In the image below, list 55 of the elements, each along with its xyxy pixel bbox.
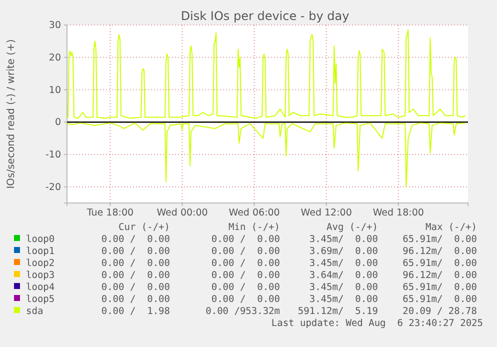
text: Cur (-/+): [118, 222, 170, 233]
text: 0.00 / 0.00: [211, 282, 280, 293]
x-tick-label: Wed 06:00: [228, 208, 280, 219]
text: 0.00 / 0.00: [211, 270, 280, 281]
text: 3.45m/ 0.00: [309, 258, 378, 269]
legend-label: loop0: [26, 234, 55, 245]
x-tick-label: Wed 00:00: [156, 208, 208, 219]
y-tick-label: 10: [48, 84, 61, 96]
x-tick-label: Wed 12:00: [300, 208, 352, 219]
text: 96.12m/ 0.00: [402, 270, 478, 281]
text: 0.00 / 0.00: [101, 282, 170, 293]
text: 3.64m/ 0.00: [309, 270, 378, 281]
legend-label: loop4: [26, 282, 55, 293]
text: 0.00 / 0.00: [211, 234, 280, 245]
y-tick-label: 0: [54, 117, 61, 128]
text: Min (-/+): [228, 222, 280, 233]
text: 0.00 / 1.98: [101, 306, 170, 317]
text: 3.69m/ 0.00: [309, 246, 378, 257]
y-tick-label: 30: [48, 20, 61, 32]
text: 3.45m/ 0.00: [309, 294, 378, 305]
y-tick-label: 20: [48, 52, 61, 64]
text: 0.00 / 0.00: [211, 258, 280, 269]
text: 20.09 / 28.78: [402, 306, 478, 317]
text: 65.91m/ 0.00: [402, 258, 478, 269]
text: Max (-/+): [426, 222, 477, 233]
text: 65.91m/ 0.00: [402, 282, 478, 293]
y-axis-title: IOs/second read (-) / write (+): [6, 39, 17, 189]
text: 0.00 / 0.00: [101, 258, 170, 269]
text: 96.12m/ 0.00: [402, 246, 478, 257]
legend-label: loop5: [26, 294, 55, 305]
legend-label: loop2: [26, 258, 55, 269]
text: Last update: Wed Aug 6 23:40:27 2025: [271, 318, 483, 329]
text: 3.45m/ 0.00: [309, 234, 378, 245]
text: 0.00 / 0.00: [101, 234, 170, 245]
legend-label: loop3: [26, 270, 55, 281]
legend-label: loop1: [26, 246, 55, 257]
text: Avg (-/+): [326, 222, 378, 233]
text: 0.00 / 0.00: [101, 294, 170, 305]
line-series: [66, 29, 466, 119]
text: 3.45m/ 0.00: [309, 282, 378, 293]
text: 0.00 / 0.00: [101, 270, 170, 281]
line-series: [66, 122, 466, 188]
chart-title: Disk IOs per device - by day: [180, 9, 350, 23]
text: 0.00 / 0.00: [211, 294, 280, 305]
text: 65.91m/ 0.00: [402, 294, 478, 305]
y-tick-label: -10: [45, 149, 61, 160]
y-tick-label: -20: [45, 182, 61, 193]
text: 0.00 / 0.00: [101, 246, 170, 257]
text: 591.12m/ 5.19: [298, 306, 378, 317]
x-tick-label: Tue 18:00: [86, 208, 134, 219]
text: 0.00 / 0.00: [211, 246, 280, 257]
text: 65.91m/ 0.00: [402, 234, 478, 245]
legend-label: sda: [26, 306, 44, 317]
text: 0.00 /953.32m: [206, 306, 280, 317]
x-tick-label: Wed 18:00: [372, 208, 424, 219]
